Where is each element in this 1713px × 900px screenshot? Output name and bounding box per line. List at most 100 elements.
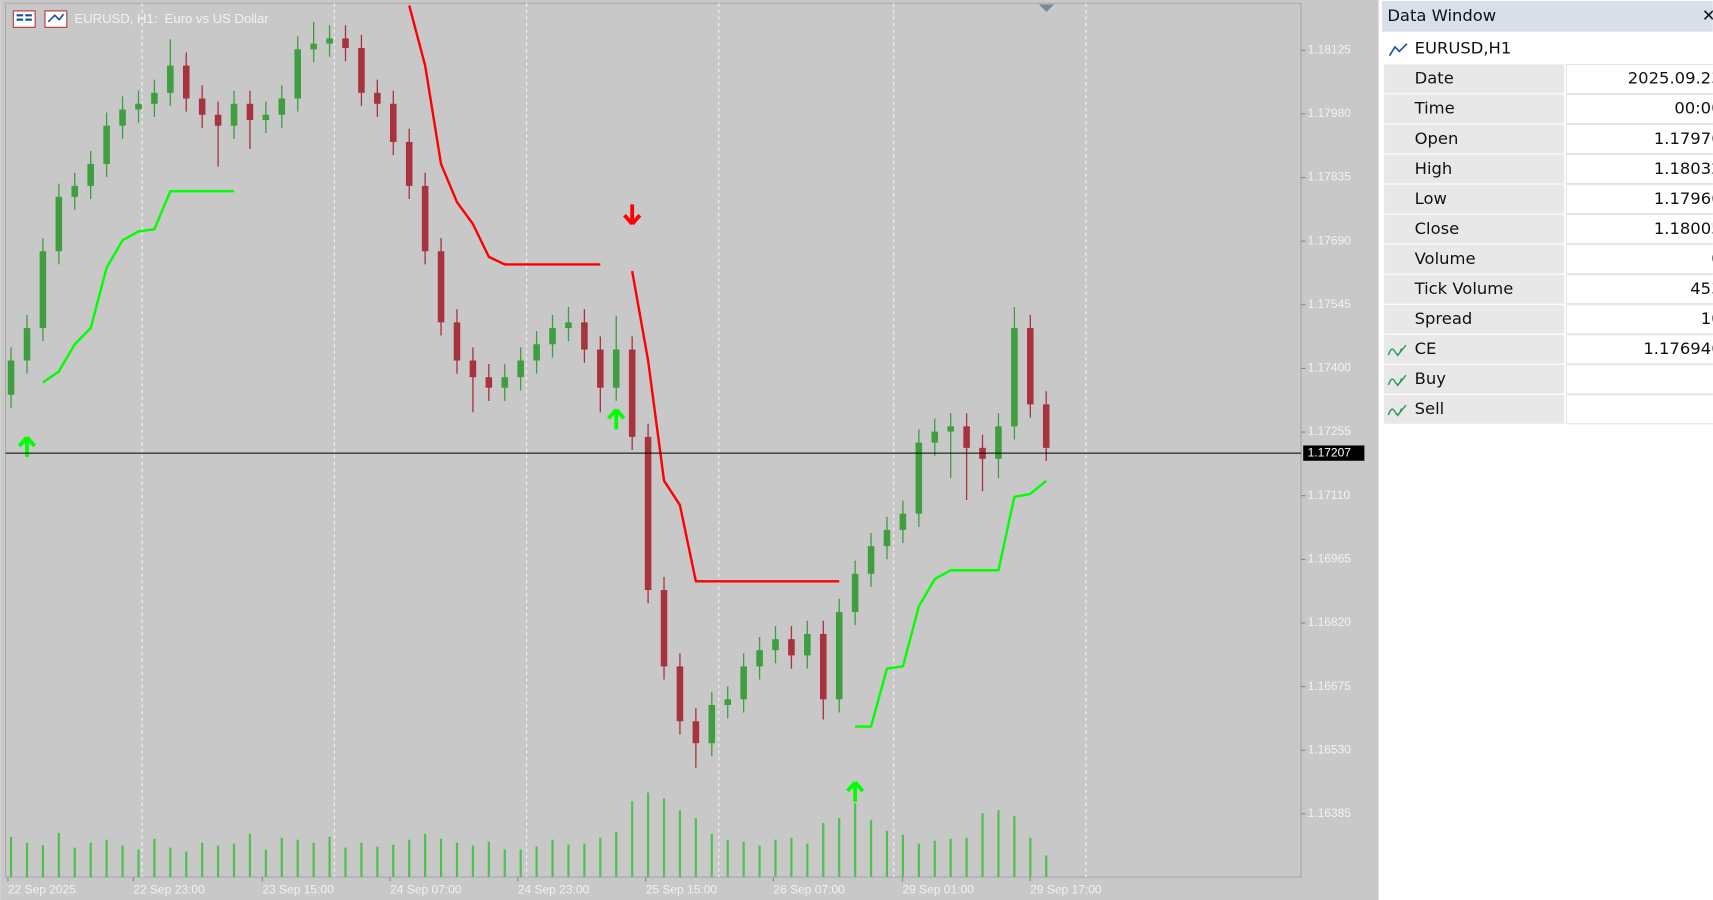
y-tick-label: 1.17545 — [1308, 297, 1352, 311]
row-label: Date — [1415, 69, 1454, 88]
x-tick-label: 24 Sep 07:00 — [390, 882, 462, 896]
volume-bar — [838, 818, 841, 878]
candle-body — [246, 103, 254, 121]
volume-bar — [232, 843, 236, 878]
close-button[interactable]: ✕ — [1702, 6, 1713, 25]
candle-body — [135, 103, 142, 110]
candle-body — [55, 196, 63, 252]
candle-body — [1042, 404, 1050, 448]
volume-bar — [312, 842, 315, 878]
volume-bar — [408, 839, 411, 878]
y-tick-label: 1.18125 — [1308, 42, 1352, 56]
icon — [25, 14, 32, 17]
symbol-icon — [1388, 43, 1408, 57]
candle-body — [278, 98, 286, 115]
row-value: 453 — [1690, 279, 1713, 298]
volume-bar — [551, 839, 554, 878]
candle-body — [947, 426, 954, 432]
candle-body — [612, 349, 620, 388]
row-value: 1.17976 — [1654, 129, 1713, 148]
volume-bar — [615, 831, 618, 878]
volume-bar — [535, 846, 538, 878]
row-label: Low — [1415, 189, 1447, 208]
row-value: 1.17966 — [1654, 189, 1713, 208]
volume-bar — [25, 842, 29, 878]
volume-bar — [854, 803, 857, 878]
candle-body — [565, 322, 572, 329]
volume-bar — [694, 818, 697, 878]
y-tick-label: 1.17110 — [1308, 488, 1351, 502]
candle-body — [915, 442, 923, 514]
candle-body — [326, 38, 333, 44]
row-value-cell — [1565, 364, 1713, 395]
x-tick-label: 25 Sep 15:00 — [646, 882, 718, 896]
volume-bar — [997, 810, 1000, 878]
volume-bar — [901, 834, 904, 878]
candle-body — [71, 185, 79, 197]
candle-body — [835, 611, 843, 700]
volume-bar — [376, 846, 379, 878]
candle-body — [167, 65, 174, 93]
axes: 1.18125 1.17980 1.17835 1.17690 1.17545 1.174… — [5, 42, 1365, 896]
candle-body — [437, 251, 445, 323]
volume-bar — [424, 833, 427, 878]
candle-body — [39, 251, 47, 329]
volume-bar — [567, 844, 570, 878]
row-value-cell — [1565, 274, 1713, 305]
volume-bar — [599, 837, 602, 878]
candle-body — [581, 322, 588, 350]
candle-body — [214, 114, 222, 126]
row-value: 00:00 — [1674, 99, 1713, 118]
volume-bar — [296, 839, 299, 878]
indicator-icon — [1387, 374, 1407, 387]
volume-bar — [631, 801, 634, 878]
x-tick-label: 26 Sep 07:00 — [773, 882, 845, 896]
title-bar: EURUSD, H1: Euro vs US Dollar — [12, 10, 269, 28]
volume-bar — [965, 837, 968, 878]
candle-body — [597, 349, 604, 388]
data-window-title: Data Window — [1387, 6, 1496, 25]
data-window-header — [1381, 1, 1713, 32]
scroll-marker — [1038, 4, 1055, 13]
row-value-cell — [1565, 304, 1713, 335]
volume-bar — [455, 842, 459, 878]
candle-body — [485, 377, 493, 388]
volume-bar — [487, 841, 490, 878]
candle-body — [724, 699, 731, 706]
volume-bar — [248, 833, 252, 878]
volume-bar — [439, 838, 443, 878]
candle-body — [740, 666, 747, 700]
icon — [16, 14, 24, 17]
candle-body — [549, 328, 556, 345]
row-label: Time — [1414, 99, 1455, 118]
candle-body — [151, 92, 158, 104]
volume-bar — [360, 842, 363, 878]
volume-bar — [806, 843, 809, 878]
x-tick-label: 23 Sep 15:00 — [262, 882, 334, 896]
candle-body — [851, 573, 859, 612]
row-value: 1.18005 — [1654, 219, 1713, 238]
candle-body — [421, 185, 429, 252]
current-price-box — [1303, 445, 1365, 461]
candle-body — [931, 431, 939, 443]
row-label-cell — [1384, 154, 1565, 184]
x-tick-label: 24 Sep 23:00 — [518, 882, 590, 896]
row-value: 10 — [1701, 309, 1713, 328]
ce-line — [408, 5, 840, 583]
volume-bar — [1029, 837, 1032, 878]
volume-bar — [822, 822, 825, 878]
buy-arrow — [17, 436, 37, 457]
candle-body — [501, 377, 509, 388]
volume-bar — [264, 849, 267, 878]
row-value: 0 — [1711, 249, 1713, 268]
row-label: Close — [1415, 219, 1460, 238]
row-label: Buy — [1415, 369, 1447, 388]
icon — [16, 18, 24, 21]
volume-bar — [678, 810, 682, 878]
indicator-icon — [1387, 344, 1407, 357]
volume-bar — [89, 842, 92, 878]
volume-pane — [9, 792, 1048, 878]
volume-bar — [742, 841, 745, 878]
row-label: CE — [1415, 339, 1437, 358]
